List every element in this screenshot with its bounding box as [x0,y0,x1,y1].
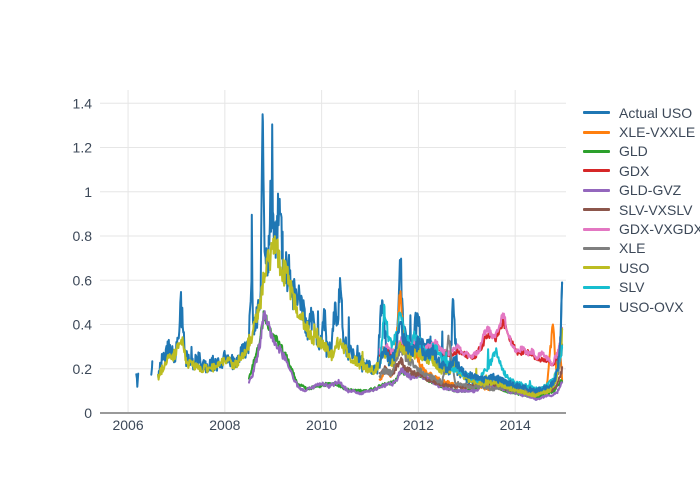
y-tick-label-3: 0.6 [73,272,93,288]
y-tick-label-2: 0.4 [73,317,93,333]
legend-item-actual-uso[interactable]: Actual USO [583,103,700,122]
legend-item-gld-gvz[interactable]: GLD-GVZ [583,181,700,200]
legend-item-xle-vxxle[interactable]: XLE-VXXLE [583,122,700,141]
legend-item-gdx-vxgdx[interactable]: GDX-VXGDX [583,219,700,238]
x-tick-label-2010: 2010 [306,417,337,433]
legend-label: GLD [619,143,648,160]
legend-line-swatch [583,169,610,173]
legend-line-swatch [583,208,610,212]
legend-line-swatch [583,246,610,250]
legend-label: SLV-VXSLV [619,201,693,218]
legend-line-swatch [583,149,610,153]
legend-item-slv[interactable]: SLV [583,278,700,297]
legend-item-gdx[interactable]: GDX [583,161,700,180]
x-tick-label-2006: 2006 [112,417,143,433]
x-axis-tick-labels: 2006 2008 2010 2012 2014 [112,417,530,433]
legend-item-slv-vxslv[interactable]: SLV-VXSLV [583,200,700,219]
legend-label: XLE-VXXLE [619,124,696,141]
legend-label: USO [619,259,650,276]
legend-label: Actual USO [619,104,693,121]
y-tick-label-5: 1 [84,184,92,200]
y-tick-label-0: 0 [84,405,92,421]
legend-label: USO-OVX [619,298,684,315]
legend-label: GLD-GVZ [619,182,682,199]
legend-label: GDX-VXGDX [619,221,700,238]
legend-item-uso[interactable]: USO [583,258,700,277]
legend-item-xle[interactable]: XLE [583,239,700,258]
legend: Actual USO XLE-VXXLE GLD GDX GLD-GVZ SLV… [583,103,700,316]
y-axis-tick-labels: 0 0.2 0.4 0.6 0.8 1 1.2 1.4 [73,95,93,421]
legend-line-swatch [583,305,610,309]
x-tick-label-2014: 2014 [500,417,531,433]
y-tick-label-6: 1.2 [73,140,93,156]
legend-item-gld[interactable]: GLD [583,142,700,161]
x-tick-label-2012: 2012 [403,417,434,433]
series-lines [135,113,564,401]
legend-label: GDX [619,162,650,179]
legend-line-swatch [583,227,610,231]
gridlines [100,90,566,413]
legend-line-swatch [583,285,610,289]
legend-line-swatch [583,188,610,192]
legend-label: SLV [619,279,645,296]
legend-line-swatch [583,130,610,134]
y-tick-label-7: 1.4 [73,95,93,111]
y-tick-label-4: 0.8 [73,228,93,244]
legend-item-uso-ovx[interactable]: USO-OVX [583,297,700,316]
legend-line-swatch [583,111,610,115]
y-tick-label-1: 0.2 [73,361,93,377]
x-tick-label-2008: 2008 [209,417,240,433]
legend-line-swatch [583,266,610,270]
legend-label: XLE [619,240,646,257]
